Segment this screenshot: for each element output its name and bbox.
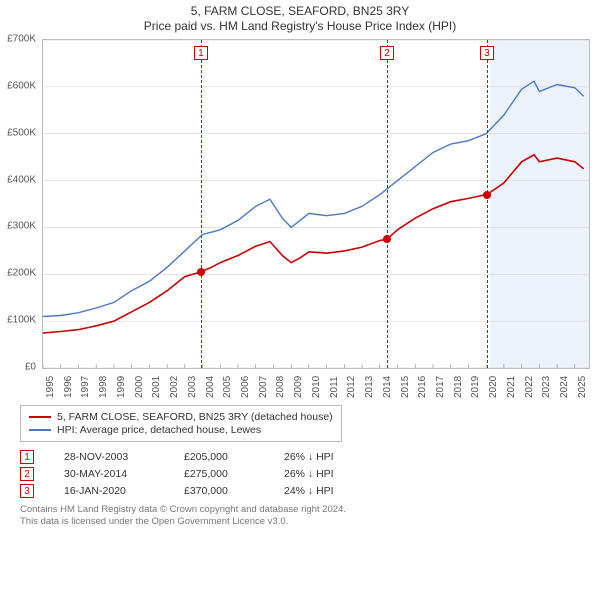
y-tick-label: £100K — [7, 315, 36, 326]
legend-label: HPI: Average price, detached house, Lewe… — [57, 424, 261, 436]
legend-swatch — [29, 416, 51, 418]
marker-dot — [483, 191, 491, 199]
x-tick-label: 2012 — [346, 376, 357, 398]
x-tick-label: 2016 — [417, 376, 428, 398]
x-tick-label: 2021 — [506, 376, 517, 398]
marker-box: 3 — [480, 46, 494, 60]
marker-line — [487, 40, 488, 368]
x-tick-label: 1995 — [45, 376, 56, 398]
sale-row: 1 28-NOV-2003 £205,000 26% ↓ HPI — [20, 450, 590, 464]
x-tick-label: 2006 — [240, 376, 251, 398]
x-tick-label: 1998 — [98, 376, 109, 398]
sale-row: 2 30-MAY-2014 £275,000 26% ↓ HPI — [20, 467, 590, 481]
legend-swatch — [29, 429, 51, 431]
x-tick-label: 2000 — [134, 376, 145, 398]
x-tick-label: 2001 — [151, 376, 162, 398]
sale-hpi-diff: 26% ↓ HPI — [284, 451, 374, 463]
x-tick-label: 1996 — [63, 376, 74, 398]
y-axis-labels: £0£100K£200K£300K£400K£500K£600K£700K — [0, 39, 40, 369]
chart: £0£100K£200K£300K£400K£500K£600K£700K 12… — [42, 39, 590, 397]
y-tick-label: £200K — [7, 268, 36, 279]
series-property — [43, 155, 584, 333]
y-tick-label: £400K — [7, 174, 36, 185]
y-tick-label: £500K — [7, 127, 36, 138]
x-tick-label: 2019 — [470, 376, 481, 398]
y-tick-label: £300K — [7, 221, 36, 232]
x-tick-label: 2013 — [364, 376, 375, 398]
x-tick-label: 2022 — [524, 376, 535, 398]
plot-area: 1 2 3 — [42, 39, 590, 369]
sale-marker-num: 2 — [20, 467, 34, 481]
sale-price: £370,000 — [184, 485, 254, 497]
sale-hpi-diff: 26% ↓ HPI — [284, 468, 374, 480]
sale-price: £275,000 — [184, 468, 254, 480]
x-tick-label: 2011 — [329, 376, 340, 398]
x-tick-label: 2025 — [577, 376, 588, 398]
chart-lines-svg — [43, 40, 589, 368]
sale-date: 30-MAY-2014 — [64, 468, 154, 480]
sale-hpi-diff: 24% ↓ HPI — [284, 485, 374, 497]
marker-box: 2 — [380, 46, 394, 60]
legend-row: HPI: Average price, detached house, Lewe… — [29, 424, 333, 436]
x-tick-label: 2008 — [275, 376, 286, 398]
y-tick-label: £700K — [7, 34, 36, 45]
sale-marker-num: 1 — [20, 450, 34, 464]
sales-table: 1 28-NOV-2003 £205,000 26% ↓ HPI 2 30-MAY-201… — [20, 450, 590, 498]
x-tick-label: 2007 — [258, 376, 269, 398]
sale-row: 3 16-JAN-2020 £370,000 24% ↓ HPI — [20, 484, 590, 498]
x-tick-label: 1997 — [80, 376, 91, 398]
marker-line — [387, 40, 388, 368]
x-tick-label: 2020 — [488, 376, 499, 398]
sale-date: 16-JAN-2020 — [64, 485, 154, 497]
x-tick-label: 2004 — [205, 376, 216, 398]
y-tick-label: £600K — [7, 80, 36, 91]
sale-price: £205,000 — [184, 451, 254, 463]
chart-title-address: 5, FARM CLOSE, SEAFORD, BN25 3RY — [0, 4, 600, 18]
series-hpi — [43, 81, 584, 316]
x-tick-label: 2009 — [293, 376, 304, 398]
marker-box: 1 — [194, 46, 208, 60]
footer-attribution: Contains HM Land Registry data © Crown c… — [20, 504, 590, 528]
x-tick-label: 2010 — [311, 376, 322, 398]
footer-line-1: Contains HM Land Registry data © Crown c… — [20, 504, 590, 516]
chart-title-sub: Price paid vs. HM Land Registry's House … — [0, 19, 600, 33]
x-tick-label: 2018 — [453, 376, 464, 398]
x-tick-label: 2024 — [559, 376, 570, 398]
legend-label: 5, FARM CLOSE, SEAFORD, BN25 3RY (detach… — [57, 411, 333, 423]
footer-line-2: This data is licensed under the Open Gov… — [20, 516, 590, 528]
x-tick-label: 2014 — [382, 376, 393, 398]
x-tick-label: 2015 — [400, 376, 411, 398]
sale-date: 28-NOV-2003 — [64, 451, 154, 463]
marker-line — [201, 40, 202, 368]
x-tick-label: 2002 — [169, 376, 180, 398]
x-tick-label: 1999 — [116, 376, 127, 398]
y-tick-label: £0 — [25, 362, 36, 373]
sale-marker-num: 3 — [20, 484, 34, 498]
x-tick-label: 2003 — [187, 376, 198, 398]
x-tick-label: 2005 — [222, 376, 233, 398]
marker-dot — [197, 268, 205, 276]
legend-row: 5, FARM CLOSE, SEAFORD, BN25 3RY (detach… — [29, 411, 333, 423]
x-tick-label: 2017 — [435, 376, 446, 398]
x-axis-labels: 1995 1996 1997 1998 1999 2000 2001 2002 2003 2004… — [42, 369, 590, 397]
legend: 5, FARM CLOSE, SEAFORD, BN25 3RY (detach… — [20, 405, 342, 442]
x-tick-label: 2023 — [541, 376, 552, 398]
marker-dot — [383, 235, 391, 243]
